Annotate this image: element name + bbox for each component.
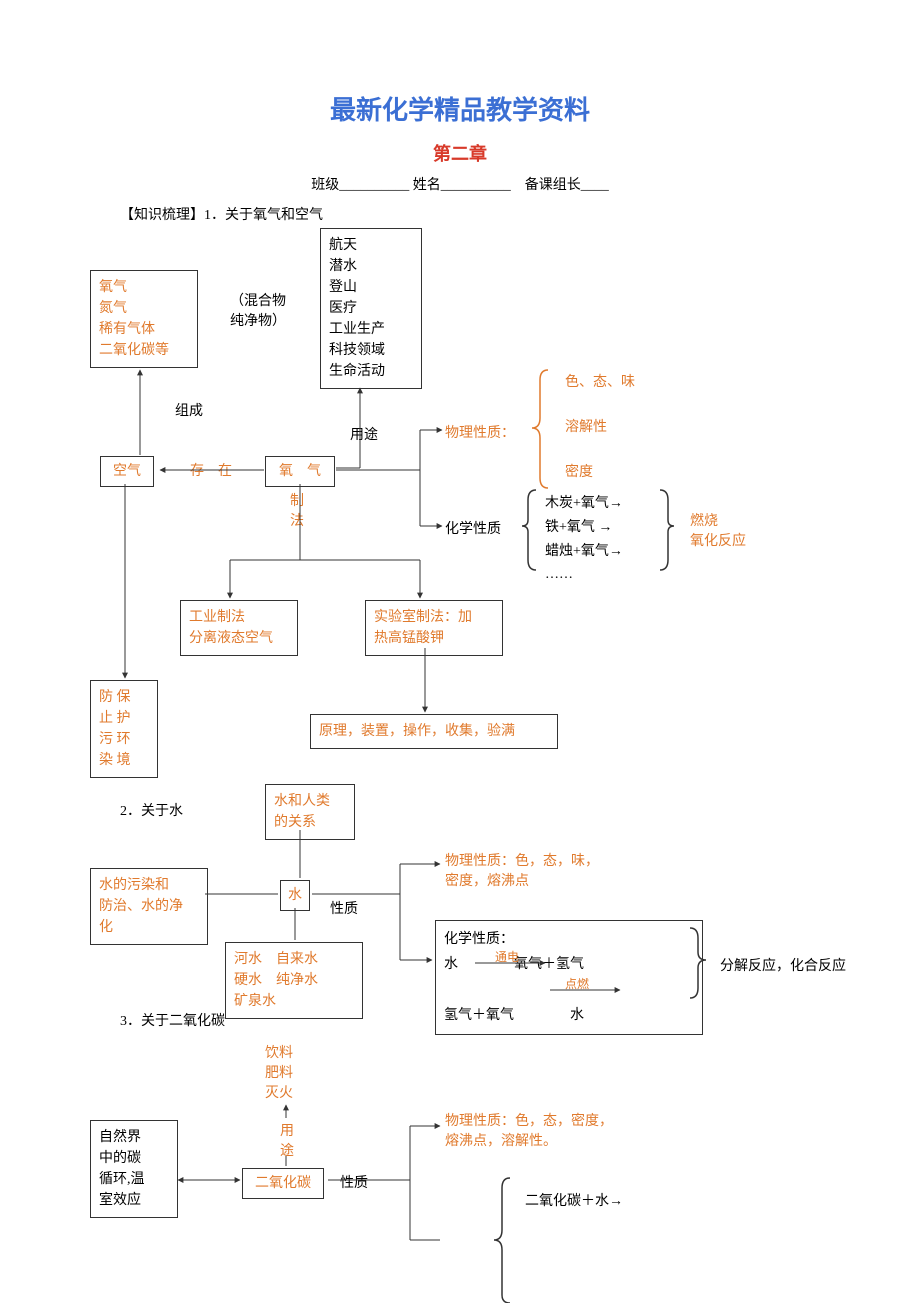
section2-heading: 2．关于水 <box>120 800 183 820</box>
chapter-title: 第二章 <box>0 140 920 166</box>
air-components-box: 氧气 氮气 稀有气体 二氧化碳等 <box>90 270 198 368</box>
form-line: 班级__________ 姓名__________ 备课组长____ <box>0 174 920 194</box>
co2-uses: 饮料 肥料 灭火 <box>265 1042 293 1102</box>
water-prop-label: 性质 <box>330 898 358 918</box>
chem-right: 燃烧 氧化反应 <box>690 510 746 550</box>
lab-method-box: 实验室制法：加 热高锰酸钾 <box>365 600 503 656</box>
co2-prop-label: 性质 <box>340 1172 368 1192</box>
compose-label: 组成 <box>175 400 203 420</box>
page: 最新化学精品教学资料 第二章 班级__________ 姓名__________… <box>0 0 920 1303</box>
carbon-cycle-box: 自然界 中的碳 循环,温 室效应 <box>90 1120 178 1218</box>
water-phys: 物理性质：色，态，味， 密度，熔沸点 <box>445 850 599 890</box>
industrial-method-box: 工业制法 分离液态空气 <box>180 600 298 656</box>
chem-items: 木炭+氧气→ 铁+氧气 → 蜡烛+氧气→ …… <box>545 492 623 587</box>
co2-node: 二氧化碳 <box>242 1168 324 1199</box>
co2-phys: 物理性质：色，态，密度， 熔沸点，溶解性。 <box>445 1110 613 1150</box>
mixture-note: （混合物 纯净物） <box>230 290 286 330</box>
section1-heading: 【知识梳理】1．关于氧气和空气 <box>120 204 323 224</box>
co2-use-label: 用 途 <box>280 1120 294 1160</box>
section3-heading: 3．关于二氧化碳 <box>120 1010 225 1030</box>
electrolysis-label: 通电 <box>495 948 519 965</box>
water-pollution-box: 水的污染和 防治、水的净 化 <box>90 868 208 945</box>
water-types-box: 河水 自来水 硬水 纯净水 矿泉水 <box>225 942 363 1019</box>
phys-label: 物理性质： <box>445 422 515 442</box>
co2-chem: 二氧化碳＋水→ <box>525 1190 623 1210</box>
page-title: 最新化学精品教学资料 <box>0 90 920 127</box>
phys-items: 色、态、味 溶解性 密度 <box>565 372 635 484</box>
water-node: 水 <box>280 880 310 911</box>
method-label: 制 法 <box>290 490 304 530</box>
use-label: 用途 <box>350 424 378 444</box>
decomp-label: 分解反应，化合反应 <box>720 955 846 975</box>
oxygen-node: 氧 气 <box>265 456 335 487</box>
protect-env-box: 防 保 止 护 污 环 染 境 <box>90 680 158 778</box>
air-node: 空气 <box>100 456 154 487</box>
oxygen-uses-box: 航天 潜水 登山 医疗 工业生产 科技领域 生命活动 <box>320 228 422 389</box>
chem-label: 化学性质 <box>445 518 501 538</box>
water-human-box: 水和人类 的关系 <box>265 784 355 840</box>
exist-label: 存 在 <box>190 460 232 480</box>
ignite-label: 点燃 <box>565 975 589 992</box>
lab-steps-box: 原理，装置，操作，收集，验满 <box>310 714 558 749</box>
